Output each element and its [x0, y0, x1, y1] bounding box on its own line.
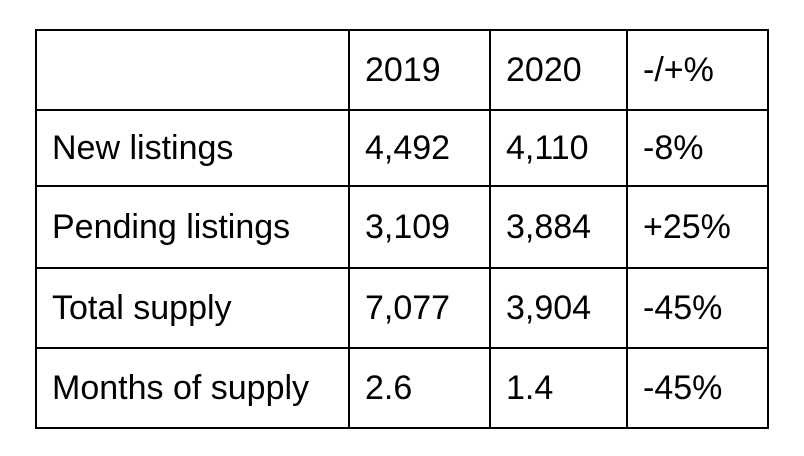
row-label: Pending listings	[35, 185, 350, 269]
table-row: New listings 4,492 4,110 -8%	[35, 109, 769, 187]
data-table: 2019 2020 -/+% New listings 4,492 4,110 …	[35, 29, 769, 429]
table-row: Total supply 7,077 3,904 -45%	[35, 267, 769, 349]
table-cell: 7,077	[348, 267, 491, 349]
header-cell-empty	[35, 29, 350, 111]
header-cell-2020: 2020	[489, 29, 628, 111]
row-label: New listings	[35, 109, 350, 187]
table-cell: 3,109	[348, 185, 491, 269]
table-row: Pending listings 3,109 3,884 +25%	[35, 185, 769, 269]
row-label: Months of supply	[35, 347, 350, 429]
table-cell: +25%	[626, 185, 769, 269]
table-cell: 4,110	[489, 109, 628, 187]
header-row: 2019 2020 -/+%	[35, 29, 769, 111]
table-row: Months of supply 2.6 1.4 -45%	[35, 347, 769, 429]
header-cell-2019: 2019	[348, 29, 491, 111]
table-cell: -45%	[626, 347, 769, 429]
table-cell: 1.4	[489, 347, 628, 429]
table-cell: -8%	[626, 109, 769, 187]
table-cell: 3,884	[489, 185, 628, 269]
table-cell: 2.6	[348, 347, 491, 429]
row-label: Total supply	[35, 267, 350, 349]
table-cell: 3,904	[489, 267, 628, 349]
table-cell: 4,492	[348, 109, 491, 187]
table-cell: -45%	[626, 267, 769, 349]
header-cell-change: -/+%	[626, 29, 769, 111]
